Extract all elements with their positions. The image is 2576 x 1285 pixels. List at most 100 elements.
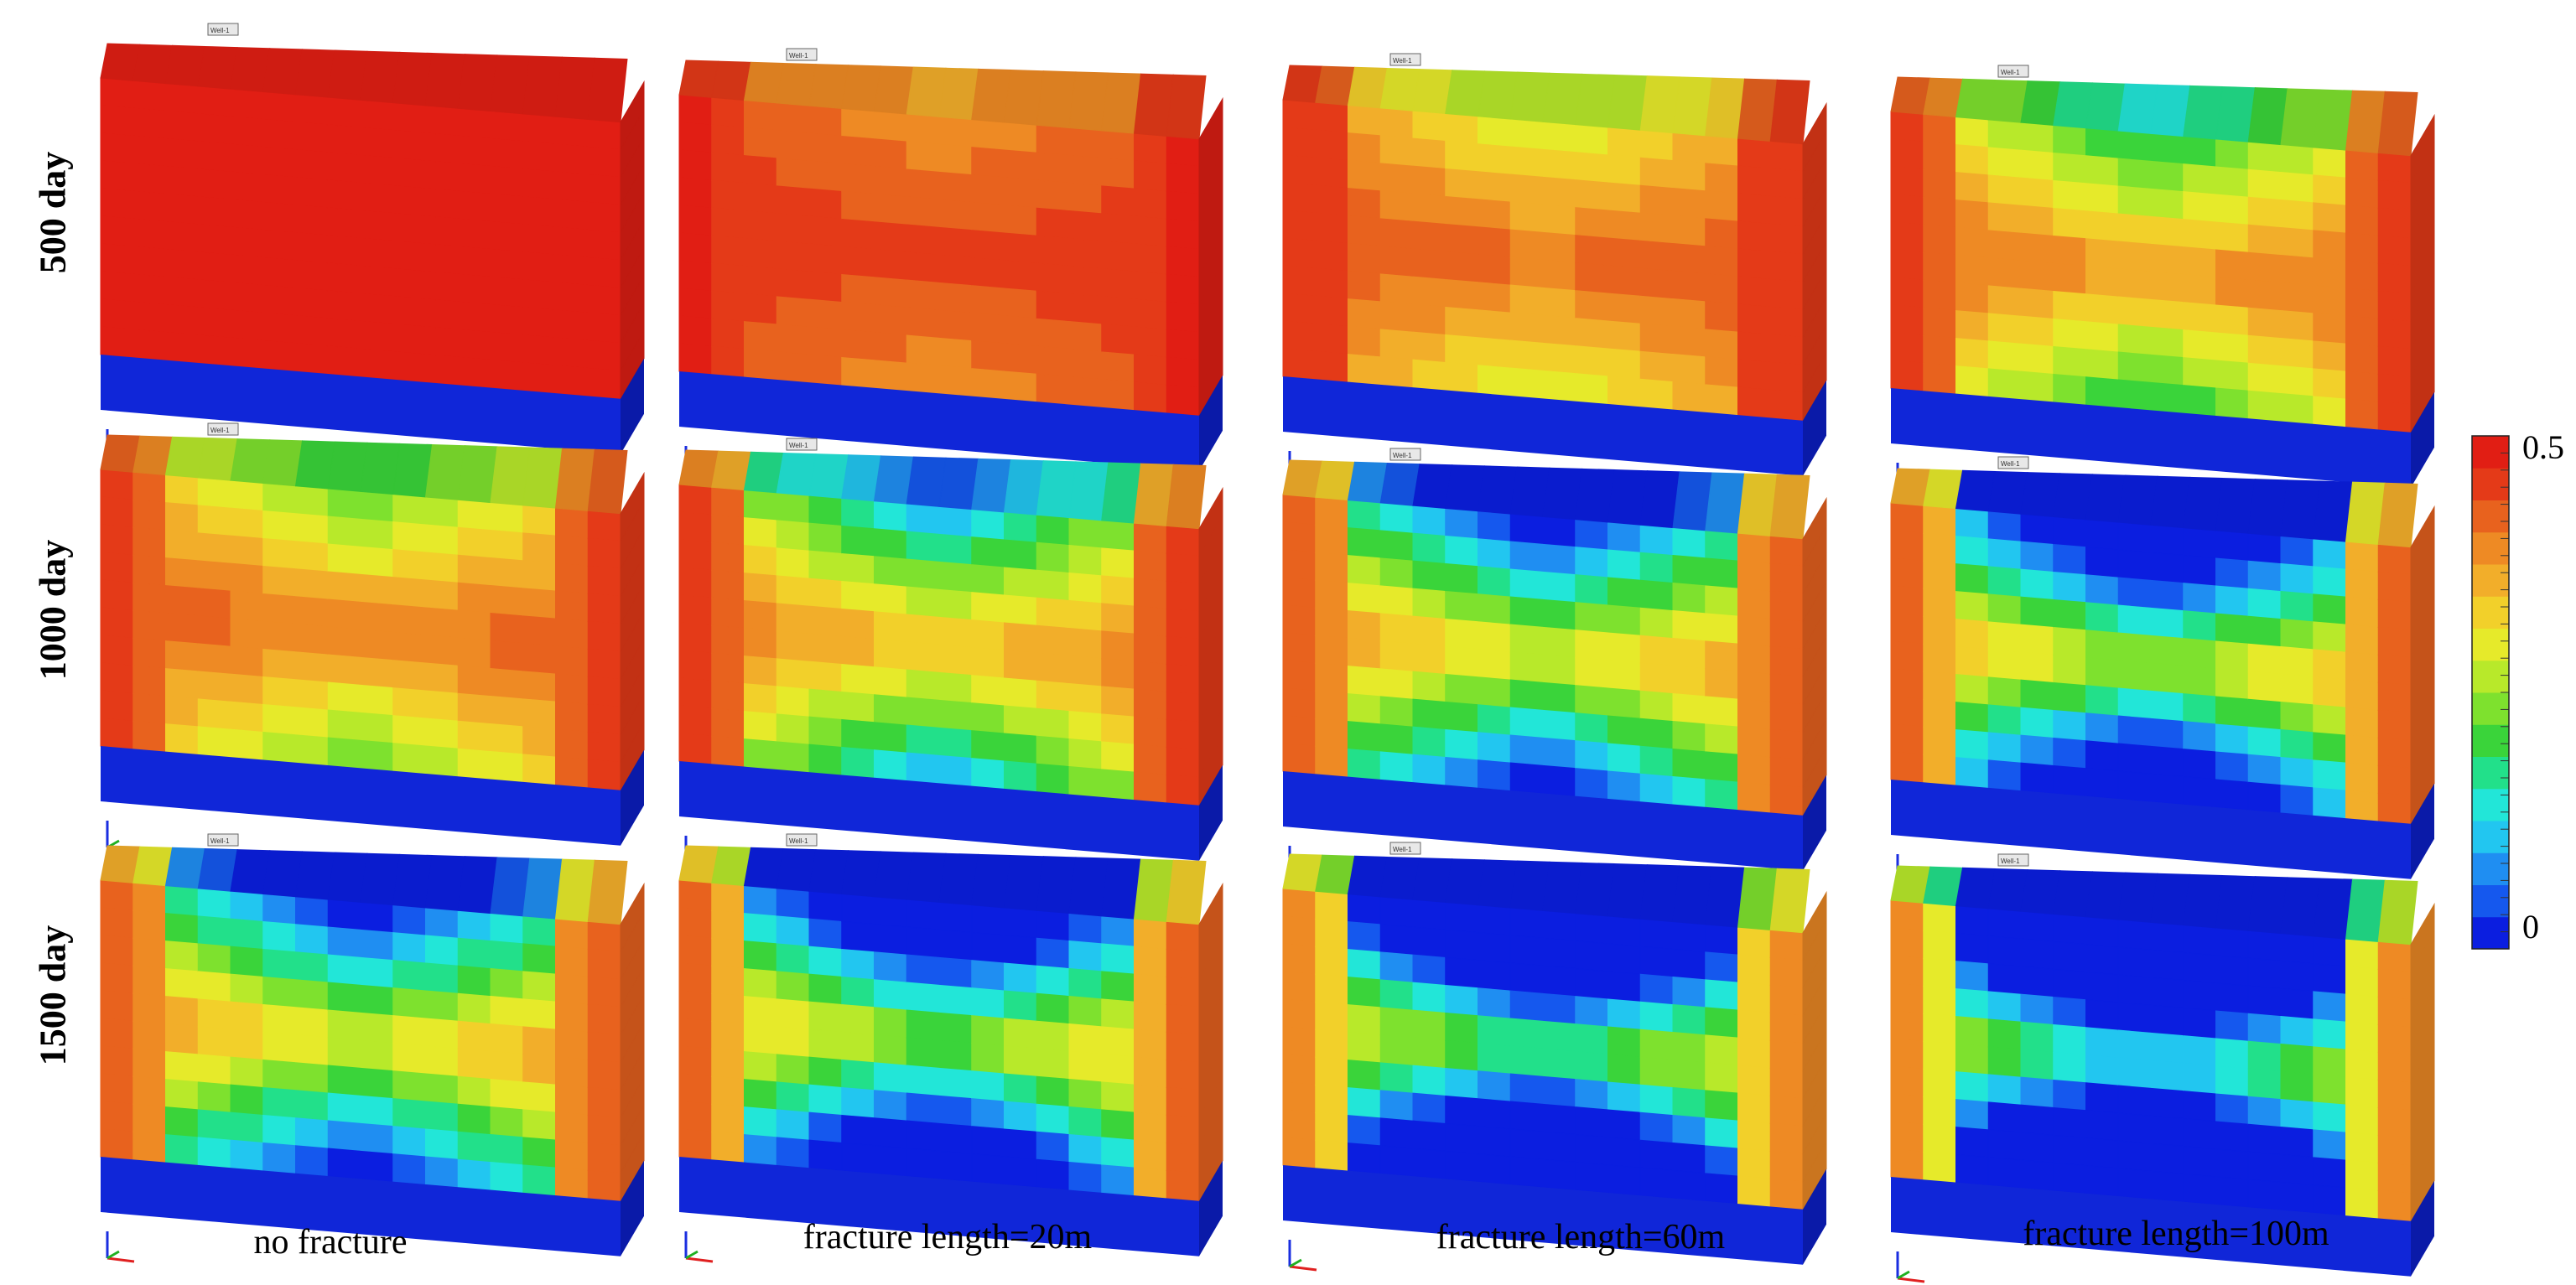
cell xyxy=(1348,1143,1381,1174)
cell xyxy=(1445,673,1478,706)
cell xyxy=(262,1142,296,1174)
cell xyxy=(2377,401,2412,433)
cell xyxy=(490,967,524,1000)
cell xyxy=(587,703,621,736)
cell xyxy=(1445,1039,1478,1072)
cell xyxy=(808,1029,843,1061)
cell xyxy=(522,224,556,256)
cell xyxy=(1737,276,1771,308)
cell xyxy=(165,474,199,506)
cell xyxy=(938,143,973,176)
cell xyxy=(490,1133,524,1166)
cell xyxy=(165,249,199,281)
cell xyxy=(2053,1134,2086,1167)
cell xyxy=(678,705,713,737)
cell xyxy=(457,1158,491,1191)
cell xyxy=(2053,318,2086,350)
column-label-fracture-100m: fracture length=100m xyxy=(2023,1215,2329,1253)
cell xyxy=(1348,527,1381,559)
cell xyxy=(1315,1056,1348,1089)
cell xyxy=(555,507,589,539)
well-tag: Well-1 xyxy=(786,48,818,61)
aquifer-block-side xyxy=(621,1160,644,1257)
cell xyxy=(1509,624,1544,655)
cell xyxy=(165,1079,199,1111)
cell xyxy=(457,582,491,614)
cell xyxy=(1737,560,1771,592)
row-label-1000-day: 1000 day xyxy=(32,539,74,681)
cell xyxy=(1987,1074,2022,1106)
cell xyxy=(808,495,843,527)
cell xyxy=(1509,174,1544,205)
cell xyxy=(2377,207,2412,240)
cell xyxy=(1575,318,1608,350)
cell xyxy=(1315,579,1348,612)
cell xyxy=(522,1081,556,1113)
cell xyxy=(1607,127,1641,158)
cell xyxy=(392,521,426,553)
cell xyxy=(744,573,777,604)
cell xyxy=(1166,691,1200,723)
cell xyxy=(1987,963,2022,995)
cell xyxy=(490,750,524,783)
cell xyxy=(1890,194,1924,225)
cell xyxy=(555,701,589,733)
cell xyxy=(1672,1059,1706,1091)
cell xyxy=(197,477,231,509)
cell xyxy=(874,221,907,253)
cell xyxy=(230,673,264,706)
cell xyxy=(132,720,166,753)
cell xyxy=(1004,539,1037,571)
well-tag: Well-1 xyxy=(786,833,818,847)
well-tag: Well-1 xyxy=(1997,456,2029,469)
cell xyxy=(874,249,907,281)
colorbar-swatch xyxy=(2472,500,2509,533)
cell xyxy=(2020,288,2054,320)
cell xyxy=(2280,590,2314,623)
cell xyxy=(2345,966,2379,997)
cell xyxy=(1166,329,1200,361)
cell xyxy=(360,99,394,132)
cell xyxy=(2377,543,2412,576)
cell xyxy=(2280,756,2314,789)
cell xyxy=(1068,1078,1103,1111)
cell xyxy=(327,737,361,769)
cell xyxy=(2183,357,2216,389)
cell xyxy=(1923,1096,1956,1128)
cell xyxy=(1672,1169,1706,1202)
cell xyxy=(2183,555,2216,587)
cell xyxy=(1068,293,1103,325)
cell xyxy=(327,709,361,741)
cell xyxy=(1639,295,1674,328)
cell xyxy=(295,707,329,738)
cell xyxy=(1607,687,1641,719)
cell xyxy=(711,486,745,519)
cell xyxy=(1068,1161,1103,1194)
cell xyxy=(2150,132,2184,165)
cell xyxy=(555,171,589,203)
cell xyxy=(1166,580,1200,613)
cell xyxy=(678,677,713,709)
cell xyxy=(2280,1098,2314,1131)
cell xyxy=(678,962,713,994)
reservoir-block-r0-c0: Well-1 xyxy=(100,23,645,461)
axis-triad-icon xyxy=(1288,1240,1317,1272)
cell xyxy=(2053,152,2086,184)
cell xyxy=(165,332,199,364)
cell xyxy=(776,520,810,552)
cell xyxy=(2183,163,2216,195)
cell xyxy=(1036,624,1070,657)
cell xyxy=(1101,158,1135,189)
cell xyxy=(555,1084,589,1116)
cell xyxy=(678,205,713,236)
cell xyxy=(744,545,777,577)
cell xyxy=(1412,1065,1446,1097)
cell xyxy=(230,590,264,623)
cell xyxy=(938,337,973,370)
cell xyxy=(2053,179,2086,212)
cell xyxy=(711,624,745,657)
cell xyxy=(2183,329,2216,361)
cell xyxy=(1639,607,1674,640)
cell xyxy=(425,635,459,666)
cell xyxy=(2313,649,2346,681)
